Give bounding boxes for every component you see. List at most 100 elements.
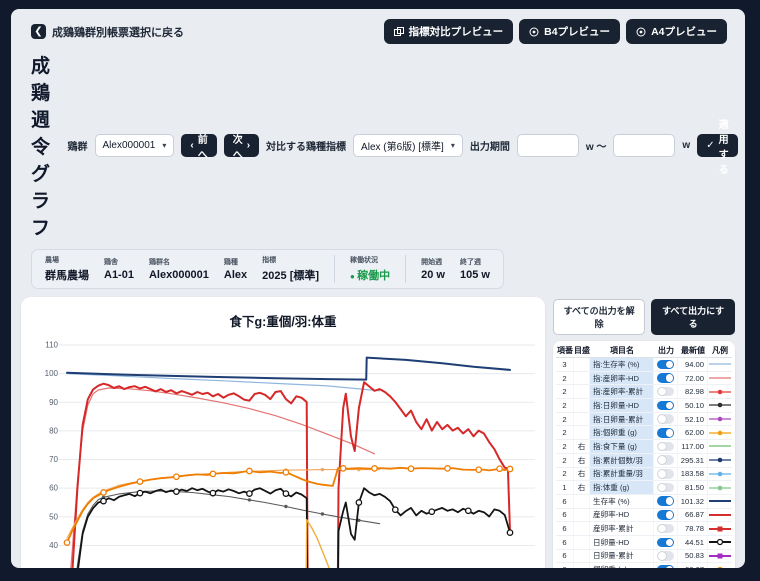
toggle-knob	[666, 511, 674, 519]
svg-text:70: 70	[49, 455, 58, 464]
info-field-value: 105 w	[460, 269, 490, 281]
back-link[interactable]: ❮ 成鶏鶏群別帳票選択に戻る	[31, 24, 184, 40]
output-toggle[interactable]	[657, 442, 674, 452]
table-row: 6産卵率-HD66.87	[556, 509, 732, 523]
info-field: 鶏舎A1-01	[104, 257, 134, 281]
output-period-label: 出力期間	[470, 138, 510, 153]
select-all-outputs-button[interactable]: すべて出力にする	[651, 299, 735, 335]
info-field: 終了週 105 w	[460, 257, 490, 281]
output-toggle[interactable]	[657, 455, 674, 465]
compare-preview-button[interactable]: 指標対比プレビュー	[384, 19, 514, 44]
output-toggle[interactable]	[657, 373, 674, 383]
output-toggle[interactable]	[657, 428, 674, 438]
toggle-knob	[658, 525, 666, 533]
flock-select[interactable]: Alex000001 ▾	[95, 134, 175, 157]
output-toggle[interactable]	[657, 551, 674, 561]
legend-swatch	[708, 454, 732, 467]
row-item-name: 指:日卵量-累計	[590, 413, 654, 426]
info-field-label: 鶏種	[224, 257, 247, 267]
info-field: 鶏種Alex	[224, 257, 247, 281]
preview-icon	[636, 27, 646, 37]
a4-preview-button[interactable]: A4プレビュー	[626, 19, 727, 44]
row-latest-value: 50.10	[678, 399, 708, 412]
output-toggle[interactable]	[657, 538, 674, 548]
row-scale	[574, 358, 590, 371]
row-output-cell	[654, 399, 678, 412]
legend-swatch	[708, 468, 732, 481]
row-latest-value: 50.83	[678, 550, 708, 563]
output-toggle[interactable]	[657, 524, 674, 534]
info-field-value: Alex000001	[149, 269, 209, 281]
row-item-name: 日卵量-HD	[590, 536, 654, 549]
row-output-cell	[654, 372, 678, 385]
output-table-body: 3指:生存率 (%)94.002指:産卵率-HD72.002指:産卵率-累計82…	[556, 358, 732, 568]
info-field-label: 農場	[45, 255, 89, 265]
flock-info-strip: 農場群馬農場鶏舎A1-01鶏群名Alex000001鶏種Alex指標2025 […	[31, 249, 504, 289]
prev-button[interactable]: ‹ 前へ	[181, 134, 216, 157]
row-number: 2	[556, 413, 574, 426]
output-toggle[interactable]	[657, 496, 674, 506]
preview-icon	[529, 27, 539, 37]
column-header: 凡例	[708, 345, 732, 356]
status-badge: 稼働中	[350, 267, 390, 283]
row-output-cell	[654, 454, 678, 467]
compare-icon	[394, 27, 404, 37]
column-header: 目盛	[574, 345, 590, 356]
row-number: 2	[556, 440, 574, 453]
row-scale: 右	[574, 440, 590, 453]
apply-button[interactable]: ✓ 適用する	[697, 134, 737, 157]
row-item-name: 指:産卵率-累計	[590, 385, 654, 398]
info-field-label: 指標	[262, 255, 319, 265]
row-latest-value: 101.32	[678, 495, 708, 508]
b4-preview-button[interactable]: B4プレビュー	[519, 19, 620, 44]
toggle-knob	[666, 361, 674, 369]
toggle-knob	[658, 443, 666, 451]
info-field: 指標2025 [標準]	[262, 255, 319, 283]
row-scale	[574, 550, 590, 563]
row-latest-value: 94.00	[678, 358, 708, 371]
clear-all-outputs-button[interactable]: すべての出力を解除	[553, 299, 645, 335]
output-toggle[interactable]	[657, 401, 674, 411]
breed-index-select[interactable]: Alex (第6版) [標準] ▾	[353, 134, 463, 157]
toggle-knob	[658, 552, 666, 560]
output-table: 項番目盛項目名出力最新値凡例 3指:生存率 (%)94.002指:産卵率-HD7…	[553, 341, 735, 568]
row-output-cell	[654, 550, 678, 563]
row-number: 6	[556, 509, 574, 522]
output-toggle[interactable]	[657, 483, 674, 493]
row-scale	[574, 399, 590, 412]
legend-swatch	[708, 563, 732, 568]
row-number: 6	[556, 536, 574, 549]
period-end-input[interactable]	[613, 134, 675, 157]
output-toggle[interactable]	[657, 469, 674, 479]
row-output-cell	[654, 385, 678, 398]
legend-swatch	[708, 372, 732, 385]
output-toggle[interactable]	[657, 360, 674, 370]
info-field-label: 鶏群名	[149, 257, 209, 267]
toggle-knob	[666, 566, 674, 568]
output-toggle[interactable]	[657, 414, 674, 424]
chevron-right-icon: ›	[247, 140, 250, 151]
row-scale: 右	[574, 454, 590, 467]
output-toggle[interactable]	[657, 510, 674, 520]
toggle-knob	[666, 497, 674, 505]
legend-swatch	[708, 550, 732, 563]
output-toggle[interactable]	[657, 387, 674, 397]
row-scale	[574, 426, 590, 439]
output-toggle[interactable]	[657, 565, 674, 568]
info-field-label: 終了週	[460, 257, 490, 267]
app-window: ❮ 成鶏鶏群別帳票選択に戻る 指標対比プレビュー B4プレビュー A4プレビュー…	[11, 9, 745, 568]
row-number: 2	[556, 372, 574, 385]
info-field-label: 開始週	[421, 257, 445, 267]
row-output-cell	[654, 509, 678, 522]
row-latest-value: 72.00	[678, 372, 708, 385]
compare-index-label: 対比する鶏種指標	[266, 138, 346, 153]
main-content: 食下g:重個/羽:体重 010203040506070809010011020w…	[21, 297, 735, 568]
back-icon: ❮	[31, 24, 46, 39]
row-number: 2	[556, 468, 574, 481]
period-start-input[interactable]	[517, 134, 579, 157]
toggle-knob	[658, 456, 666, 464]
row-output-cell	[654, 426, 678, 439]
row-scale	[574, 509, 590, 522]
table-row: 6日卵量-HD44.51	[556, 536, 732, 550]
next-button[interactable]: 次へ ›	[224, 134, 259, 157]
